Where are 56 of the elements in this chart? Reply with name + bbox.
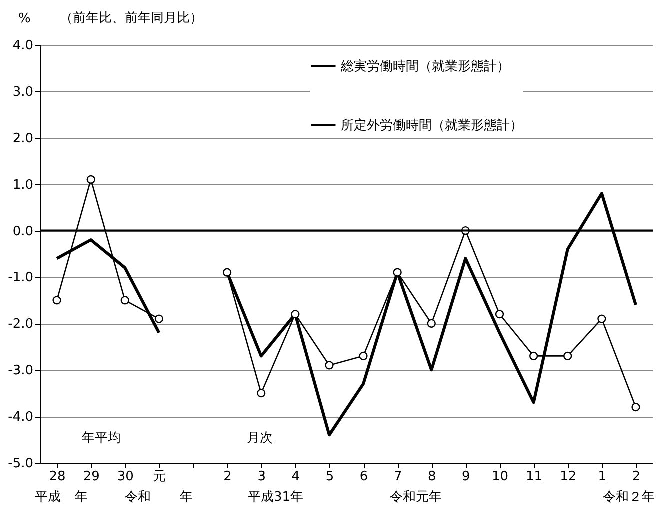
text: 平成 bbox=[35, 490, 61, 505]
x-tick-label: 4 bbox=[292, 470, 300, 484]
y-tick-label: -3.0 bbox=[8, 364, 34, 379]
x-tick-label: 30 bbox=[117, 470, 134, 484]
point bbox=[120, 296, 130, 305]
text: 年 bbox=[180, 490, 193, 505]
point bbox=[291, 310, 300, 319]
point bbox=[325, 361, 334, 370]
legend-label: 総実労働時間（就業形態計） bbox=[340, 58, 510, 74]
y-axis-title: % bbox=[18, 12, 31, 26]
point bbox=[530, 352, 538, 360]
text: 年 bbox=[75, 490, 88, 505]
y-tick-label: -1.0 bbox=[8, 270, 34, 286]
point bbox=[427, 319, 436, 328]
y-tick-label: -2.0 bbox=[8, 317, 34, 332]
x-tick-label: 8 bbox=[428, 470, 436, 484]
point bbox=[564, 352, 572, 360]
x-tick-label: 元 bbox=[153, 470, 166, 484]
x-tick-label: 3 bbox=[258, 470, 266, 484]
point bbox=[632, 402, 640, 412]
chart-subtitle: （前年比、前年同月比） bbox=[60, 11, 203, 26]
point bbox=[52, 296, 62, 305]
x-tick-label: 2 bbox=[224, 470, 232, 484]
x-tick-label: 28 bbox=[49, 470, 66, 484]
point bbox=[257, 389, 266, 398]
point bbox=[223, 268, 232, 277]
x-tick-label: 10 bbox=[492, 470, 509, 484]
x-tick-label: 1 bbox=[598, 470, 607, 484]
x-tick-label: 12 bbox=[560, 470, 577, 484]
point bbox=[86, 175, 96, 184]
x-tick-label: 7 bbox=[394, 470, 402, 484]
annotation: 月次 bbox=[247, 431, 273, 446]
point bbox=[598, 314, 606, 324]
x-tick-label: 2 bbox=[632, 470, 641, 484]
annotation: 年平均 bbox=[82, 431, 121, 446]
x-tick-label: 11 bbox=[526, 470, 543, 484]
text: 令和元年 bbox=[390, 490, 442, 505]
point bbox=[154, 314, 164, 324]
y-tick-label: -5.0 bbox=[8, 456, 34, 472]
legend-label: 所定外労働時間（就業形態計） bbox=[341, 118, 523, 134]
y-tick-label: 2.0 bbox=[12, 131, 34, 146]
x-tick-label: 9 bbox=[462, 470, 470, 484]
y-tick-label: 0.0 bbox=[12, 224, 34, 240]
point bbox=[393, 268, 402, 277]
x-tick-label: 6 bbox=[360, 470, 368, 484]
y-tick-label: 1.0 bbox=[12, 178, 34, 193]
text: 平成31年 bbox=[248, 490, 304, 505]
text: 令和 bbox=[125, 490, 151, 505]
point bbox=[359, 352, 368, 360]
y-tick-label: -4.0 bbox=[8, 410, 34, 426]
x-tick-label: 5 bbox=[326, 470, 334, 484]
text: 令和２年 bbox=[603, 490, 655, 505]
y-tick-label: 3.0 bbox=[12, 84, 34, 100]
y-tick-label: 4.0 bbox=[12, 38, 34, 54]
point bbox=[495, 310, 504, 319]
x-tick-label: 29 bbox=[83, 470, 100, 484]
